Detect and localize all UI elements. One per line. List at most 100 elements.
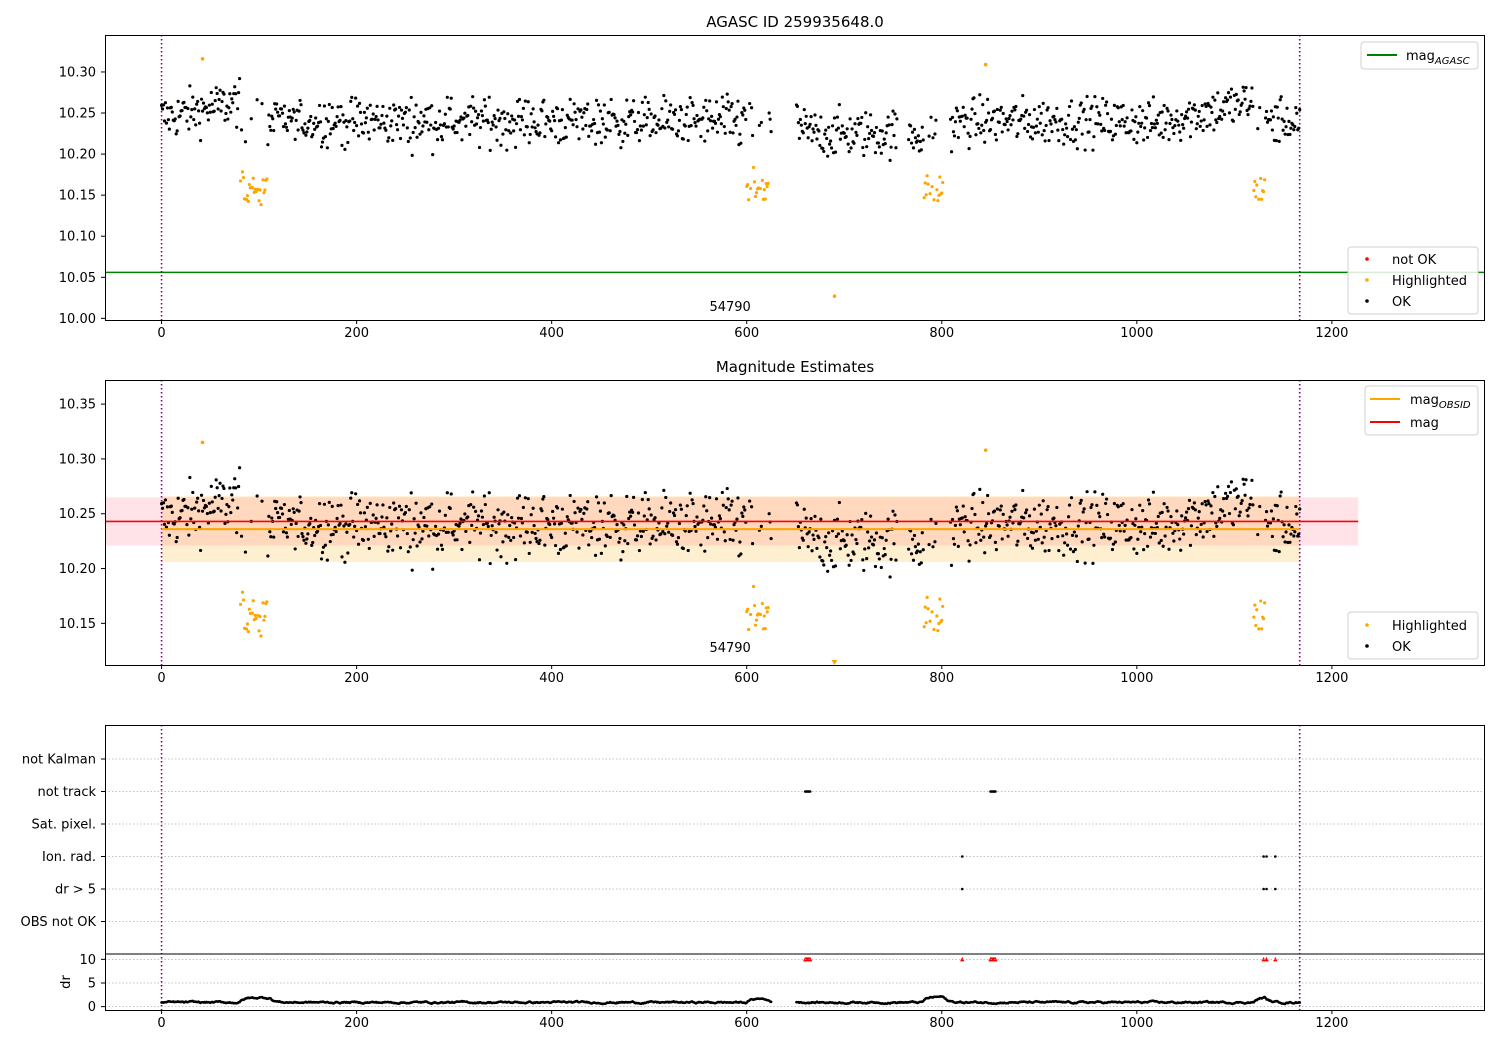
ok-point <box>1108 129 1113 133</box>
ok-point <box>449 492 453 496</box>
legend-label-highlighted: Highlighted <box>1392 619 1467 634</box>
ok-point <box>612 514 616 518</box>
ok-point <box>694 124 698 128</box>
ok-point <box>834 128 839 132</box>
ok-point <box>685 105 689 109</box>
ok-point <box>909 552 914 556</box>
ok-point <box>174 132 178 136</box>
ok-point <box>1011 118 1015 122</box>
ok-point <box>510 516 514 520</box>
ok-point <box>638 529 643 533</box>
highlighted-point <box>1252 188 1256 193</box>
ok-point <box>1171 531 1175 535</box>
ok-point <box>880 129 884 133</box>
ok-point <box>403 511 407 515</box>
ok-point <box>822 563 826 567</box>
ok-point <box>673 507 678 512</box>
ok-point <box>608 129 612 133</box>
ok-point <box>873 150 878 155</box>
ok-point <box>907 547 911 551</box>
ok-point <box>520 118 525 122</box>
legend-marker-highlighted <box>1365 278 1369 282</box>
ok-point <box>581 127 585 131</box>
ok-point <box>976 122 980 126</box>
highlighted-point <box>238 179 243 183</box>
ok-point <box>812 130 816 134</box>
ok-point <box>1097 511 1101 515</box>
ok-point <box>325 558 329 562</box>
ok-point <box>844 543 848 547</box>
ok-point <box>934 118 938 122</box>
ok-point <box>214 86 218 90</box>
ok-point <box>1067 104 1072 109</box>
ok-point <box>889 145 893 149</box>
highlighted-point <box>244 197 249 202</box>
highlighted-point <box>250 185 254 190</box>
ok-point <box>1052 516 1056 520</box>
ok-point <box>1005 119 1009 124</box>
ok-point <box>513 118 517 122</box>
ok-point <box>331 532 335 536</box>
ok-point <box>690 498 694 502</box>
x-tick-label: 800 <box>929 671 954 686</box>
ok-point <box>649 112 653 116</box>
ok-point <box>379 122 383 126</box>
dr-points <box>160 995 1301 1006</box>
ok-point <box>1256 532 1260 537</box>
ok-point <box>399 108 404 112</box>
ok-point <box>458 118 462 122</box>
ok-point <box>366 130 370 134</box>
ok-point <box>1238 110 1242 114</box>
ok-point <box>1052 114 1056 118</box>
ok-point <box>1092 543 1096 547</box>
ok-point <box>715 537 720 541</box>
ok-point <box>1068 137 1073 142</box>
ok-point <box>869 128 874 133</box>
ok-point <box>748 499 752 503</box>
ok-point <box>226 117 230 121</box>
ok-point <box>255 98 259 102</box>
ok-point <box>990 116 995 120</box>
highlighted-point <box>1257 627 1261 631</box>
ok-point <box>481 119 486 123</box>
ok-point <box>969 117 973 121</box>
ok-point <box>197 109 201 113</box>
ok-point <box>1227 511 1232 516</box>
ok-point <box>345 530 349 534</box>
ok-point <box>382 121 386 125</box>
ok-point <box>868 539 872 543</box>
ok-point <box>823 132 827 136</box>
ok-point <box>413 125 417 130</box>
ok-point <box>828 142 832 146</box>
ok-point <box>1103 535 1107 539</box>
ok-point <box>828 139 833 143</box>
ok-point <box>1050 537 1054 541</box>
ok-point <box>1024 511 1028 515</box>
ok-point <box>916 134 920 138</box>
ok-point <box>675 134 680 138</box>
ok-point <box>1010 509 1014 513</box>
ok-point <box>1153 531 1157 536</box>
ok-point <box>713 121 718 125</box>
ok-point <box>616 123 620 127</box>
ok-point <box>1189 524 1194 528</box>
ok-point <box>710 532 715 536</box>
ok-point <box>1241 85 1245 89</box>
ok-point <box>331 126 335 131</box>
ok-point <box>909 141 914 145</box>
ok-point <box>727 108 731 112</box>
ok-point <box>1199 522 1203 527</box>
ok-point <box>404 106 408 110</box>
ok-point <box>871 543 876 547</box>
ok-point <box>818 555 822 559</box>
ok-point <box>1034 529 1038 533</box>
ok-point <box>1030 137 1035 141</box>
ok-point <box>1014 104 1018 109</box>
ok-point <box>476 113 481 117</box>
ok-point <box>1081 110 1085 114</box>
ok-point <box>1156 514 1160 519</box>
ok-point <box>512 129 516 133</box>
ok-point <box>860 115 864 120</box>
ok-point <box>715 130 720 134</box>
ok-point <box>488 148 492 152</box>
